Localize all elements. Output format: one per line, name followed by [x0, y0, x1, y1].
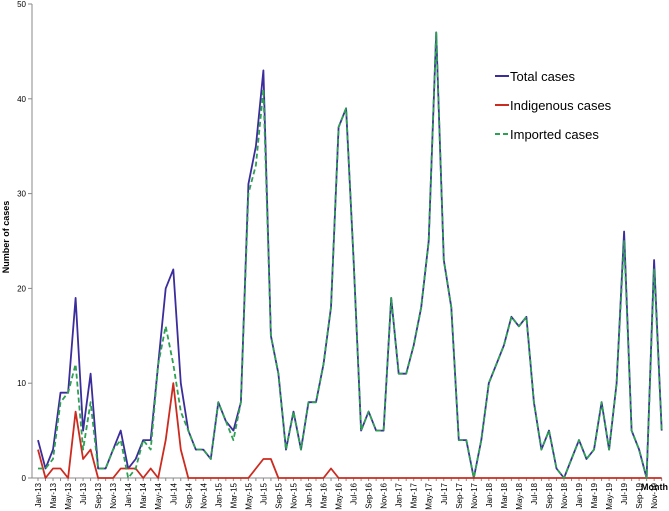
x-tick-label: Jan-14 [124, 482, 133, 507]
x-tick-label: May-16 [335, 482, 344, 509]
series-line-imported-cases [38, 31, 663, 479]
legend-label: Total cases [510, 69, 576, 84]
x-tick-label: Sep-13 [94, 482, 103, 508]
x-tick-label: Jul-16 [350, 482, 359, 504]
x-tick-label: Sep-14 [184, 482, 193, 508]
x-tick-label: Nov-15 [289, 482, 298, 508]
x-tick-label: Jan-13 [34, 482, 43, 507]
x-tick-label: Mar-18 [500, 482, 509, 508]
x-tick-label: Sep-17 [455, 482, 464, 508]
y-tick-label: 40 [17, 95, 26, 104]
y-tick-label: 10 [17, 379, 26, 388]
x-tick-label: Mar-19 [590, 482, 599, 508]
x-tick-label: Jan-19 [575, 482, 584, 507]
x-axis-title: Month [641, 482, 668, 492]
x-tick-label: May-13 [64, 482, 73, 509]
x-tick-label: Jul-14 [169, 482, 178, 504]
legend-label: Imported cases [510, 127, 599, 142]
series-lines [37, 31, 663, 479]
y-tick-label: 30 [17, 190, 26, 199]
x-tick-label: Jul-18 [530, 482, 539, 504]
x-tick-label: May-19 [605, 482, 614, 509]
x-tick-label: Jan-17 [395, 482, 404, 507]
x-tick-label: Mar-16 [320, 482, 329, 508]
x-tick-label: Nov-18 [560, 482, 569, 508]
x-tick-label: Mar-14 [139, 482, 148, 508]
x-tick-label: Sep-19 [635, 482, 644, 508]
legend: Total cases Indigenous cases Imported case… [495, 69, 612, 142]
y-axis-title: Number of cases [1, 201, 11, 274]
x-tick-label: Jan-16 [305, 482, 314, 507]
x-tick-label: Mar-13 [49, 482, 58, 508]
x-axis: Jan-13 Mar-13 May-13 Jul-13 Sep-13 Nov-13 Jan-… [32, 477, 663, 510]
x-tick-label: Nov-17 [470, 482, 479, 508]
x-tick-label: May-17 [425, 482, 434, 509]
y-axis: 0 10 20 30 40 50 [17, 0, 33, 483]
x-tick-label: Sep-18 [545, 482, 554, 508]
x-tick-label: Sep-16 [365, 482, 374, 508]
x-tick-label: May-14 [154, 482, 163, 509]
y-tick-label: 0 [22, 474, 27, 483]
series-line-indigenous-cases [37, 382, 662, 479]
x-tick-label: Jul-13 [79, 482, 88, 504]
x-tick-label: Nov-14 [199, 482, 208, 508]
x-tick-label: Jul-15 [259, 482, 268, 504]
x-tick-label: May-15 [244, 482, 253, 509]
y-tick-label: 50 [17, 0, 26, 9]
x-tick-label: Jan-15 [214, 482, 223, 507]
x-tick-label: Mar-15 [229, 482, 238, 508]
x-tick-label: Sep-15 [274, 482, 283, 508]
x-tick-label: Jul-17 [440, 482, 449, 504]
x-tick-label: May-18 [515, 482, 524, 509]
x-tick-label: Nov-16 [380, 482, 389, 508]
x-tick-label: Jan-18 [485, 482, 494, 507]
x-tick-label: Mar-17 [410, 482, 419, 508]
legend-label: Indigenous cases [510, 98, 612, 113]
y-tick-label: 20 [17, 284, 26, 293]
x-tick-label: Nov-13 [109, 482, 118, 508]
x-tick-label: Jul-19 [620, 482, 629, 504]
x-tick-label: Nov-19 [650, 482, 659, 508]
